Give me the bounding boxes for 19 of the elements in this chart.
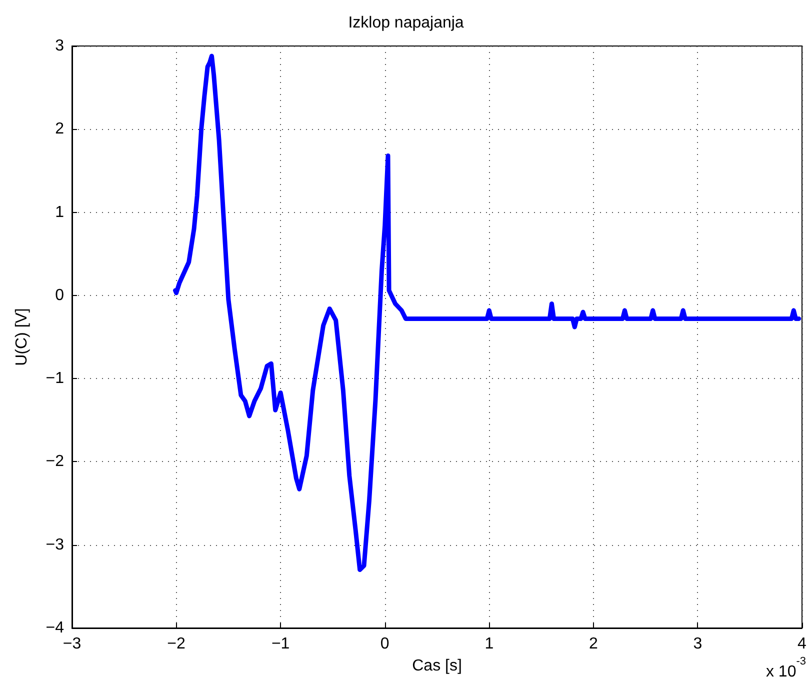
x-tick-label: 0 — [380, 636, 390, 652]
chart-title: Izklop napajanja — [348, 14, 464, 32]
y-tick-label: 3 — [55, 38, 64, 54]
x-axis-title: Cas [s] — [412, 658, 462, 674]
y-tick-label: 0 — [55, 286, 64, 304]
y-tick-label: −3 — [46, 536, 64, 554]
y-tick-label: −4 — [46, 620, 64, 636]
line-series — [172, 54, 802, 572]
x-tick-label: −1 — [271, 636, 290, 652]
x-tick-label: 4 — [798, 636, 807, 652]
y-tick-label: 1 — [55, 204, 64, 221]
x-tick-label: 3 — [693, 636, 702, 652]
y-tick-label: −2 — [46, 453, 64, 470]
y-tick-label: −1 — [46, 370, 64, 388]
y-tick-label: 2 — [55, 120, 64, 138]
x-tick-label: 1 — [484, 636, 494, 652]
y-axis-title: U(C) [V] — [14, 308, 30, 366]
x-tick-label: 2 — [588, 636, 598, 652]
x-tick-label: −2 — [167, 636, 186, 652]
